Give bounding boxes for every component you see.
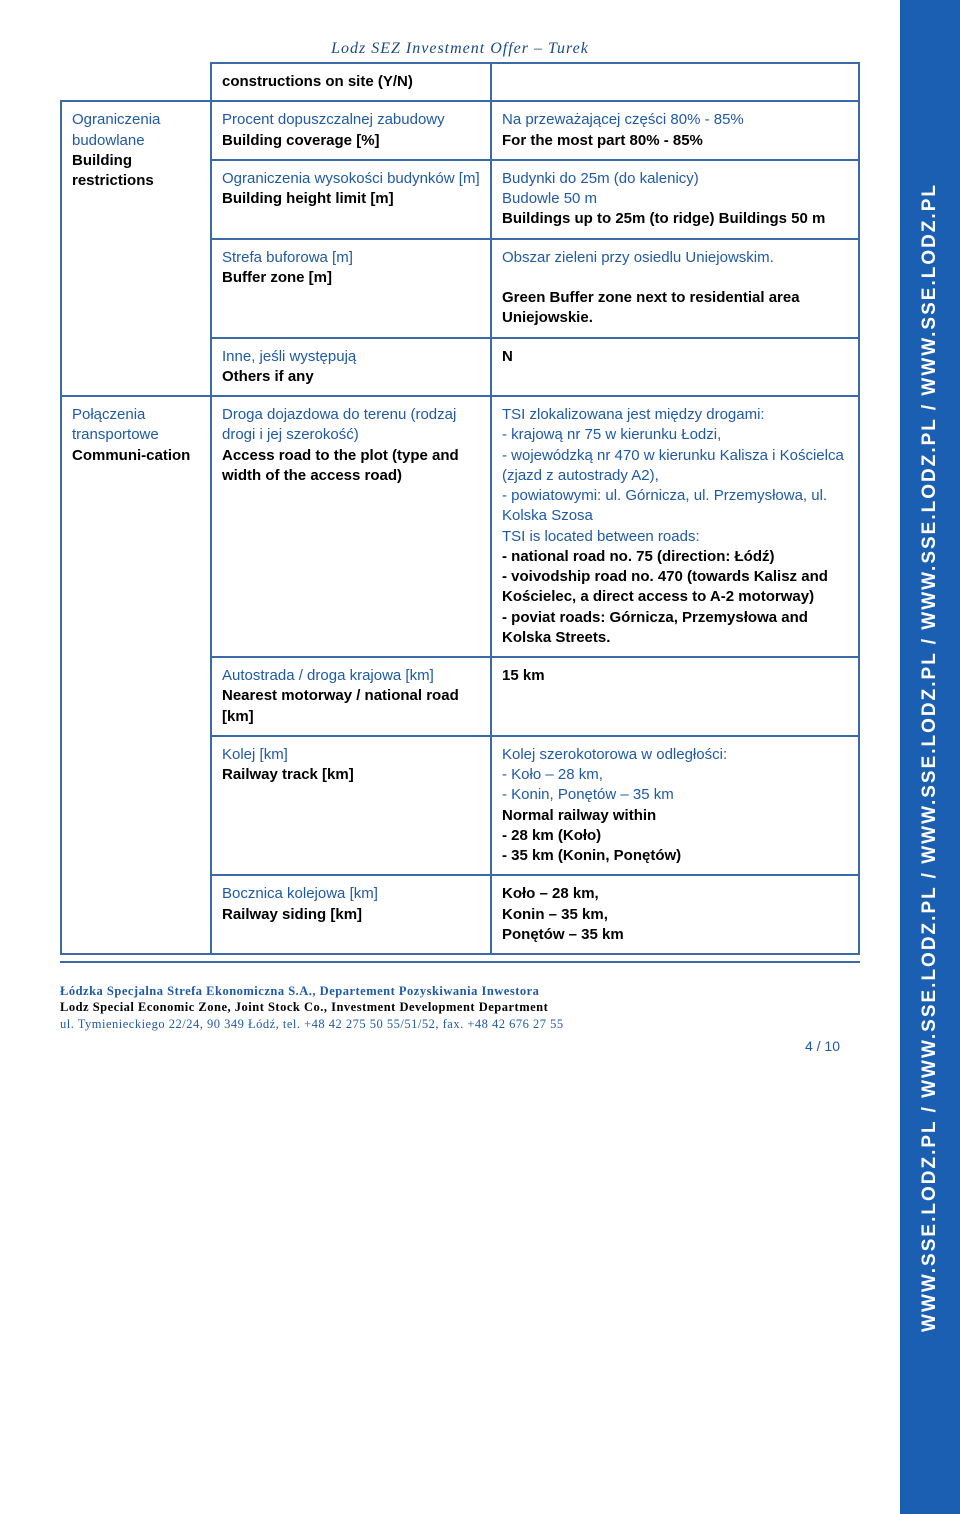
section-label-pl: Połączenia transportowe [72, 406, 159, 443]
cell-en: Others if any [222, 368, 314, 385]
cell-label: constructions on site (Y/N) [222, 73, 413, 90]
cell-pl: Budynki do 25m (do kalenicy) Budowle 50 … [502, 170, 699, 207]
footer-line-address: ul. Tymienieckiego 22/24, 90 349 Łódź, t… [60, 1016, 860, 1032]
data-table: constructions on site (Y/N) Ograniczenia… [60, 62, 860, 955]
section-label-pl: Ograniczenia budowlane [72, 111, 160, 148]
cell-en: Railway siding [km] [222, 906, 362, 923]
cell-en: Nearest motorway / national road [km] [222, 687, 459, 724]
table-row: constructions on site (Y/N) [61, 63, 859, 101]
cell-en: Koło – 28 km, Konin – 35 km, Ponętów – 3… [502, 885, 624, 943]
cell-pl: TSI zlokalizowana jest między drogami: -… [502, 406, 844, 545]
page-title: Lodz SEZ Investment Offer – Turek [60, 40, 860, 58]
footer-line-pl: Łódzka Specjalna Strefa Ekonomiczna S.A.… [60, 983, 860, 999]
table-row: Połączenia transportowe Communi-cation D… [61, 396, 859, 657]
cell-pl: Ograniczenia wysokości budynków [m] [222, 170, 480, 187]
table-row: Ograniczenia budowlane Building restrict… [61, 101, 859, 160]
cell-pl: Strefa buforowa [m] [222, 249, 353, 266]
cell-en: - national road no. 75 (direction: Łódź)… [502, 548, 828, 646]
cell-pl: Droga dojazdowa do terenu (rodzaj drogi … [222, 406, 456, 443]
cell-en: 15 km [502, 667, 545, 684]
cell-en: Building coverage [%] [222, 132, 380, 149]
side-banner-text: WWW.SSE.LODZ.PL / WWW.SSE.LODZ.PL / WWW.… [919, 183, 941, 1332]
cell-pl: Inne, jeśli występują [222, 348, 356, 365]
cell-en: Green Buffer zone next to residential ar… [502, 289, 800, 326]
footer: Łódzka Specjalna Strefa Ekonomiczna S.A.… [60, 983, 860, 1032]
cell-en: For the most part 80% - 85% [502, 132, 703, 149]
cell-en: Access road to the plot (type and width … [222, 447, 459, 484]
section-label-en: Communi-cation [72, 447, 190, 464]
cell-en: Building height limit [m] [222, 190, 394, 207]
cell-en: Railway track [km] [222, 766, 354, 783]
cell-pl: Na przeważającej części 80% - 85% [502, 111, 744, 128]
cell-en: N [502, 348, 513, 365]
cell-pl: Bocznica kolejowa [km] [222, 885, 378, 902]
cell-pl: Kolej szerokotorowa w odległości: - Koło… [502, 746, 727, 804]
page-number: 4 / 10 [60, 1038, 860, 1054]
cell-en: Buildings up to 25m (to ridge) Buildings… [502, 210, 825, 227]
footer-line-en: Lodz Special Economic Zone, Joint Stock … [60, 999, 860, 1015]
cell-pl: Kolej [km] [222, 746, 288, 763]
side-banner: WWW.SSE.LODZ.PL / WWW.SSE.LODZ.PL / WWW.… [900, 0, 960, 1514]
cell-pl: Autostrada / droga krajowa [km] [222, 667, 434, 684]
section-label-en: Building restrictions [72, 152, 154, 189]
cell-en: Buffer zone [m] [222, 269, 332, 286]
cell-en: Normal railway within - 28 km (Koło) - 3… [502, 807, 681, 865]
cell-pl: Obszar zieleni przy osiedlu Uniejowskim. [502, 249, 774, 266]
cell-pl: Procent dopuszczalnej zabudowy [222, 111, 445, 128]
divider [60, 961, 860, 963]
